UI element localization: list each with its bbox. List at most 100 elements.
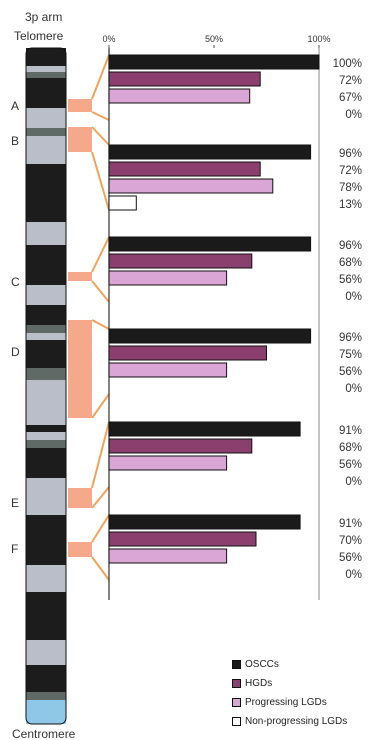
centromere-label: Centromere xyxy=(12,727,76,740)
region-label: E xyxy=(11,496,19,510)
bar xyxy=(108,71,261,87)
bar xyxy=(108,548,228,564)
bar-groups: 100% 72% 67% 0% 96% 72% 78% 13% 96% 68% 56% 0% 96% 75… xyxy=(108,54,362,581)
tick-label: 100% xyxy=(307,34,330,44)
value-label: 91% xyxy=(339,518,362,530)
chromosome-band xyxy=(26,148,66,164)
chromosome-band xyxy=(26,432,66,440)
connector-line xyxy=(91,126,110,146)
connector-line xyxy=(91,393,110,419)
arm-label: 3p arm xyxy=(25,10,62,24)
value-label: 96% xyxy=(339,240,362,252)
region-connectors xyxy=(68,54,110,581)
chromosome-band xyxy=(26,164,66,222)
region-label: C xyxy=(11,275,20,289)
telomere-label: Telomere xyxy=(14,29,64,43)
chromosome-band xyxy=(26,368,66,380)
legend-label-progressing: Progressing LGDs xyxy=(245,697,327,708)
bar xyxy=(108,531,257,547)
region-highlight xyxy=(68,272,92,281)
bar xyxy=(108,144,312,160)
chromosome-band xyxy=(26,136,66,148)
value-label: 0% xyxy=(345,569,362,581)
connector-line xyxy=(91,421,110,489)
chromosome-band xyxy=(26,72,66,78)
bar-group-B: 96% 72% 78% 13% xyxy=(108,144,362,211)
value-label: 72% xyxy=(339,165,362,177)
chromosome-band xyxy=(26,340,66,368)
region-labels: A B C D E F xyxy=(11,99,20,556)
connector-line xyxy=(91,486,110,509)
value-label: 67% xyxy=(339,92,362,104)
bar xyxy=(108,54,320,70)
bar xyxy=(108,236,312,252)
value-label: 13% xyxy=(339,199,362,211)
value-label: 91% xyxy=(339,425,362,437)
value-label: 56% xyxy=(339,274,362,286)
chromosome-band xyxy=(26,222,66,245)
value-label: 96% xyxy=(339,148,362,160)
value-label: 56% xyxy=(339,459,362,471)
value-label: 0% xyxy=(345,383,362,395)
chromosome-band xyxy=(26,245,66,285)
bar xyxy=(108,421,301,437)
chromosome-band xyxy=(26,48,66,66)
chromosome-band xyxy=(26,665,66,692)
value-label: 78% xyxy=(339,182,362,194)
chromosome-band xyxy=(26,66,66,72)
region-label: D xyxy=(11,345,20,359)
bar xyxy=(108,328,312,344)
tick-label: 50% xyxy=(205,34,223,44)
bar-group-D: 96% 75% 56% 0% xyxy=(108,328,362,395)
value-label: 56% xyxy=(339,552,362,564)
bar xyxy=(108,438,253,454)
value-label: 56% xyxy=(339,366,362,378)
chromosome-band xyxy=(26,380,66,425)
value-label: 0% xyxy=(345,476,362,488)
legend-swatch-progressing xyxy=(232,698,241,707)
chromosome-band xyxy=(26,700,66,724)
legend-item-progressing: Progressing LGDs xyxy=(232,697,327,708)
chromosome-band xyxy=(26,333,66,340)
chromosome-band xyxy=(26,285,66,305)
region-highlight xyxy=(68,127,92,152)
value-label: 72% xyxy=(339,75,362,87)
value-label: 96% xyxy=(339,332,362,344)
chromosome-outline xyxy=(25,47,67,725)
value-label: 68% xyxy=(339,257,362,269)
connector-line xyxy=(91,556,110,581)
bar xyxy=(108,345,267,361)
value-label: 0% xyxy=(345,109,362,121)
connector-line xyxy=(91,236,110,273)
bar xyxy=(108,362,228,378)
tick-label: 0% xyxy=(102,34,115,44)
connector-line xyxy=(91,111,110,121)
bar xyxy=(108,178,274,194)
value-label: 68% xyxy=(339,442,362,454)
bar-group-C: 96% 68% 56% 0% xyxy=(108,236,362,303)
legend-item-oscc: OSCCs xyxy=(232,659,279,670)
chromosome-band xyxy=(26,78,66,108)
legend-label-nonprogressing: Non-progressing LGDs xyxy=(245,716,348,727)
legend-item-nonprogressing: Non-progressing LGDs xyxy=(232,716,347,727)
legend-swatch-nonprogressing xyxy=(232,717,241,726)
chromosome-ideogram xyxy=(25,47,67,725)
chromosome-band xyxy=(26,478,66,515)
bar xyxy=(108,253,253,269)
chromosome-band xyxy=(26,565,66,592)
value-label: 0% xyxy=(345,291,362,303)
region-highlight xyxy=(68,320,92,418)
bar xyxy=(108,161,261,177)
x-axis: 0% 50% 100% xyxy=(102,34,331,600)
region-label: A xyxy=(11,99,19,113)
connector-line xyxy=(91,319,110,330)
chromosome-band xyxy=(26,108,66,128)
region-label: B xyxy=(11,134,19,148)
connector-line xyxy=(91,280,110,303)
bar-group-F: 91% 70% 56% 0% xyxy=(108,514,362,581)
region-highlight xyxy=(68,542,92,557)
value-label: 100% xyxy=(333,58,362,70)
connector-line xyxy=(91,151,110,211)
chromosome-band xyxy=(26,515,66,565)
